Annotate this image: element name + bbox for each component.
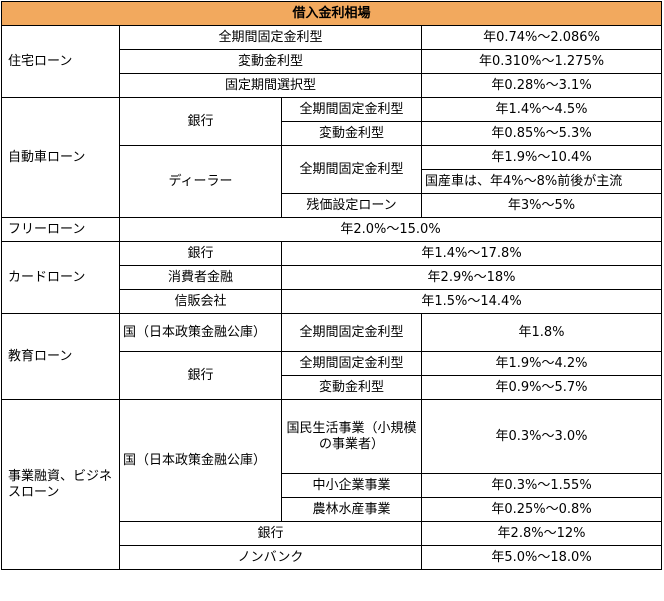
category-card: カードローン bbox=[1, 241, 120, 314]
category-housing: 住宅ローン bbox=[1, 25, 120, 98]
table-title: 借入金利相場 bbox=[0, 1, 663, 26]
table-row: 信販会社 年1.5%～14.4% bbox=[2, 289, 663, 314]
table-row: 変動金利型 年0.9%～5.7% bbox=[2, 375, 663, 400]
lender: 信販会社 bbox=[119, 289, 282, 314]
rate-value: 年5.0%～18.0% bbox=[420, 545, 663, 570]
table-row: カードローン 銀行 年1.4%～17.8% bbox=[1, 241, 663, 314]
table-row: 事業融資、ビジネスローン 国（日本政策金融公庫） 国民生活事業（小規模の事業者）… bbox=[1, 399, 663, 570]
table-row: 自動車ローン 銀行 全期間固定金利型 年1.4%～4.5% bbox=[1, 97, 663, 218]
lender-gov: 国（日本政策金融公庫） bbox=[119, 313, 282, 352]
lender-bank: 銀行 bbox=[119, 351, 282, 400]
loan-type: 全期間固定金利型 bbox=[281, 145, 422, 194]
rate-value: 年0.74%～2.086% bbox=[420, 25, 663, 50]
loan-type: 農林水産事業 bbox=[281, 497, 422, 522]
table-row: 銀行 年2.8%～12% bbox=[2, 521, 663, 546]
lender: 消費者金融 bbox=[119, 265, 282, 290]
table-row: ディーラー 全期間固定金利型 年1.9%～10.4% bbox=[2, 145, 663, 218]
table-row: 変動金利型 年0.85%～5.3% bbox=[2, 121, 663, 146]
loan-type: 中小企業事業 bbox=[281, 473, 422, 498]
rate-value: 年1.4%～17.8% bbox=[280, 241, 663, 266]
rate-value: 年1.8% bbox=[420, 313, 663, 352]
table-row: 銀行 全期間固定金利型 年1.9%～4.2% bbox=[2, 351, 663, 400]
table-row: 変動金利型 年0.310%～1.275% bbox=[2, 49, 663, 74]
lender-nonbank: ノンバンク bbox=[119, 545, 422, 570]
interest-rate-table: 借入金利相場 住宅ローン 全期間固定金利型 年0.74%～2.086% 変動金利… bbox=[0, 1, 663, 570]
lender-bank: 銀行 bbox=[119, 521, 422, 546]
loan-type: 変動金利型 bbox=[281, 121, 422, 146]
loan-type: 全期間固定金利型 bbox=[281, 351, 422, 376]
category-car: 自動車ローン bbox=[1, 97, 120, 218]
rate-value: 年0.3%～3.0% bbox=[420, 399, 663, 474]
category-education: 教育ローン bbox=[1, 313, 120, 400]
loan-type: 全期間固定金利型 bbox=[281, 313, 422, 352]
rate-value: 年0.28%～3.1% bbox=[420, 73, 663, 98]
table-row: 教育ローン 国（日本政策金融公庫） 全期間固定金利型 年1.8% bbox=[1, 313, 663, 400]
lender-bank: 銀行 bbox=[119, 97, 282, 146]
lender: 銀行 bbox=[119, 241, 282, 266]
lender-dealer: ディーラー bbox=[119, 145, 282, 218]
lender-gov: 国（日本政策金融公庫） bbox=[119, 399, 282, 522]
rate-value: 年1.9%～4.2% bbox=[420, 351, 663, 376]
table-row: 中小企業事業 年0.3%～1.55% bbox=[2, 473, 663, 498]
table-row: 残価設定ローン 年3%～5% bbox=[2, 193, 663, 218]
rate-value: 年0.9%～5.7% bbox=[420, 375, 663, 400]
rate-value: 年1.9%～10.4% bbox=[420, 145, 663, 170]
rate-value: 年0.310%～1.275% bbox=[420, 49, 663, 74]
rate-value: 年1.4%～4.5% bbox=[420, 97, 663, 122]
title-row: 借入金利相場 bbox=[0, 1, 663, 26]
rate-value: 年1.5%～14.4% bbox=[280, 289, 663, 314]
category-business: 事業融資、ビジネスローン bbox=[1, 399, 120, 570]
table-row: 住宅ローン 全期間固定金利型 年0.74%～2.086% bbox=[1, 25, 663, 98]
loan-type: 固定期間選択型 bbox=[119, 73, 422, 98]
rate-value: 年2.8%～12% bbox=[420, 521, 663, 546]
loan-type: 全期間固定金利型 bbox=[281, 97, 422, 122]
rate-value: 年2.0%～15.0% bbox=[118, 217, 663, 242]
rate-value: 年0.85%～5.3% bbox=[420, 121, 663, 146]
table-row: 消費者金融 年2.9%～18% bbox=[2, 265, 663, 290]
rate-value: 年3%～5% bbox=[420, 193, 663, 218]
rate-value: 年2.9%～18% bbox=[280, 265, 663, 290]
rate-note: 国産車は、年4%～8%前後が主流 bbox=[420, 169, 663, 194]
category-free: フリーローン bbox=[1, 217, 120, 242]
loan-type: 変動金利型 bbox=[281, 375, 422, 400]
table-row: ノンバンク 年5.0%～18.0% bbox=[2, 545, 663, 570]
rate-value: 年0.3%～1.55% bbox=[420, 473, 663, 498]
loan-type: 残価設定ローン bbox=[281, 193, 422, 218]
table-row: フリーローン 年2.0%～15.0% bbox=[1, 217, 663, 242]
table-row: 国産車は、年4%～8%前後が主流 bbox=[2, 169, 663, 194]
loan-type: 全期間固定金利型 bbox=[119, 25, 422, 50]
loan-type: 国民生活事業（小規模の事業者） bbox=[281, 399, 422, 474]
loan-type: 変動金利型 bbox=[119, 49, 422, 74]
rate-value: 年0.25%～0.8% bbox=[420, 497, 663, 522]
table-row: 農林水産事業 年0.25%～0.8% bbox=[2, 497, 663, 522]
